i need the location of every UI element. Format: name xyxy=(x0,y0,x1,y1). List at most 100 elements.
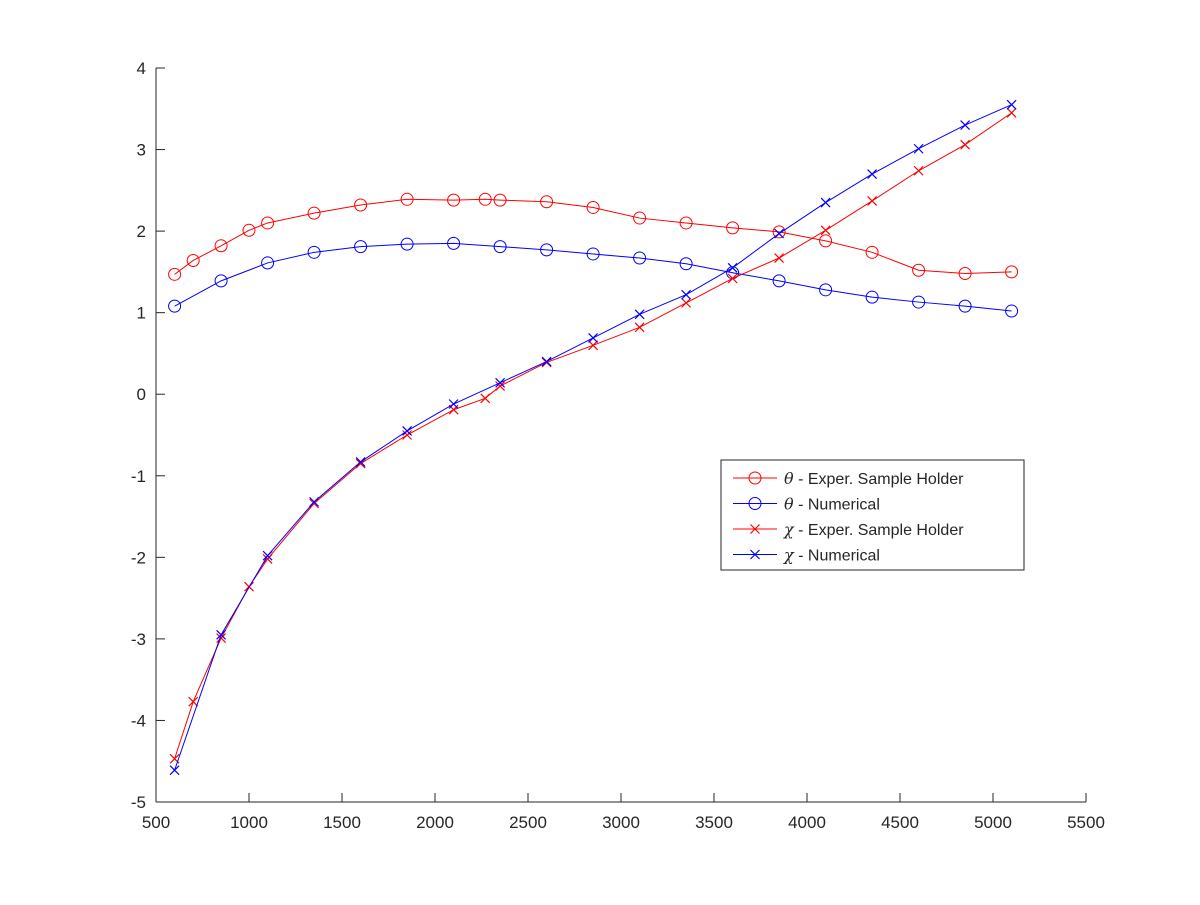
series-line xyxy=(174,242,1012,312)
legend-text: - Numerical xyxy=(794,548,880,565)
data-point xyxy=(262,550,273,561)
data-point xyxy=(865,290,879,304)
x-tick-label: 5000 xyxy=(974,813,1012,832)
legend-label: θ - Numerical xyxy=(784,495,880,514)
data-point xyxy=(727,262,738,273)
data-point xyxy=(402,430,413,440)
data-point xyxy=(216,629,227,640)
data-point xyxy=(1005,265,1019,279)
legend-marker xyxy=(748,497,762,510)
data-point xyxy=(495,381,506,391)
data-point xyxy=(819,234,833,248)
y-tick-label: 2 xyxy=(137,222,146,241)
data-point xyxy=(913,143,924,154)
data-point xyxy=(1006,99,1017,110)
data-point xyxy=(586,200,600,214)
data-point xyxy=(478,192,492,206)
data-point xyxy=(912,295,926,309)
data-point xyxy=(402,425,413,436)
x-tick-label: 2000 xyxy=(416,813,454,832)
legend-item: χ - Numerical xyxy=(733,546,880,565)
x-tick-label: 500 xyxy=(142,813,170,832)
data-point xyxy=(188,696,199,707)
data-point xyxy=(493,240,507,254)
legend-symbol: θ xyxy=(784,469,794,488)
data-point xyxy=(958,267,972,281)
data-point xyxy=(727,273,738,284)
data-point xyxy=(355,458,366,469)
series-line xyxy=(174,104,1012,771)
y-tick-label: -4 xyxy=(131,711,146,730)
legend-item: θ - Numerical xyxy=(733,495,880,514)
data-point xyxy=(242,223,256,237)
data-point xyxy=(679,257,693,271)
x-tick-label: 1500 xyxy=(323,813,361,832)
y-tick-label: 1 xyxy=(137,304,146,323)
legend-label: θ - Exper. Sample Holder xyxy=(784,469,964,488)
legend-text: - Numerical xyxy=(794,497,880,514)
data-point xyxy=(214,239,228,253)
data-point xyxy=(540,195,554,209)
data-point xyxy=(679,216,693,230)
data-point xyxy=(774,253,785,263)
data-point xyxy=(633,251,647,265)
legend-text: - Exper. Sample Holder xyxy=(794,522,965,539)
data-point xyxy=(820,197,831,208)
legend-item: χ - Exper. Sample Holder xyxy=(733,520,964,539)
data-point xyxy=(960,120,971,131)
y-tick-label: -1 xyxy=(131,467,146,486)
y-tick-label: 0 xyxy=(137,385,146,404)
data-point xyxy=(447,236,461,250)
series-2 xyxy=(168,236,1019,318)
series-layer xyxy=(168,99,1019,776)
data-point xyxy=(307,206,321,220)
y-tick-label: 3 xyxy=(137,141,146,160)
data-point xyxy=(774,228,785,239)
data-point xyxy=(772,274,786,288)
data-point xyxy=(186,253,200,267)
data-point xyxy=(214,274,228,288)
legend-symbol: χ xyxy=(783,546,795,565)
data-point xyxy=(1005,304,1019,318)
data-point xyxy=(958,299,972,313)
data-point xyxy=(307,245,321,259)
data-point xyxy=(448,399,459,409)
data-point xyxy=(867,169,878,179)
data-point xyxy=(586,247,600,261)
data-point xyxy=(493,193,507,207)
data-point xyxy=(168,299,182,313)
y-tick-label: 4 xyxy=(137,59,146,78)
data-point xyxy=(772,225,786,239)
x-tick-label: 5500 xyxy=(1067,813,1105,832)
series-3 xyxy=(169,107,1017,764)
series-1 xyxy=(168,192,1019,281)
data-point xyxy=(634,322,645,333)
x-tick-label: 4000 xyxy=(788,813,826,832)
data-point xyxy=(912,263,926,277)
axes: 500 1000 1500 2000 2500 3000 3500 4000 4500 5000 5… xyxy=(131,59,1105,832)
series-4 xyxy=(169,99,1017,776)
data-point xyxy=(495,377,506,388)
data-point xyxy=(867,196,878,206)
legend-text: - Exper. Sample Holder xyxy=(794,471,965,488)
data-point xyxy=(261,216,275,230)
data-point xyxy=(960,139,971,150)
data-point xyxy=(354,240,368,254)
data-point xyxy=(261,256,275,270)
data-point xyxy=(541,356,552,367)
data-point xyxy=(726,221,740,235)
data-point xyxy=(216,633,227,643)
series-line xyxy=(174,198,1012,275)
data-point xyxy=(355,456,366,467)
data-point xyxy=(865,245,879,259)
data-point xyxy=(633,211,647,225)
x-tick-label: 2500 xyxy=(509,813,547,832)
legend-label: χ - Exper. Sample Holder xyxy=(783,520,964,539)
legend-marker xyxy=(750,549,760,560)
data-point xyxy=(681,289,692,300)
data-point xyxy=(169,765,180,776)
data-point xyxy=(588,333,599,343)
